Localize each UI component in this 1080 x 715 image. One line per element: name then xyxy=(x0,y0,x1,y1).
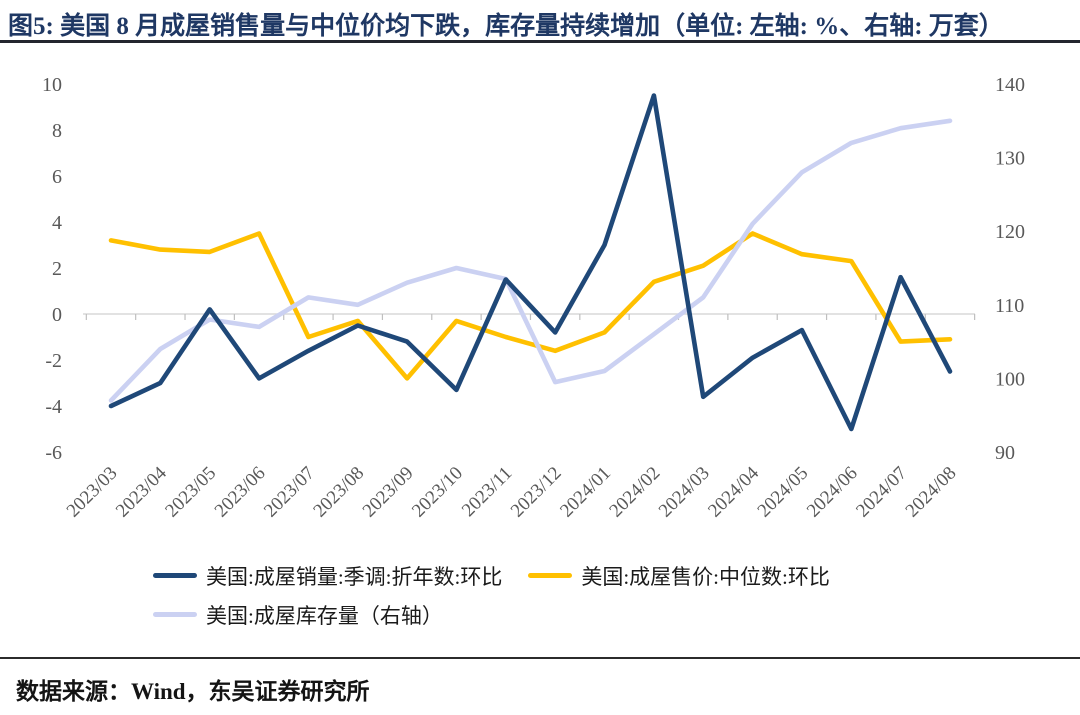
svg-text:100: 100 xyxy=(995,368,1025,390)
svg-text:2023/11: 2023/11 xyxy=(458,463,516,521)
svg-text:2024/03: 2024/03 xyxy=(655,463,714,522)
svg-text:2024/04: 2024/04 xyxy=(704,462,763,521)
x-axis: 2023/032023/042023/052023/062023/072023/… xyxy=(63,462,961,521)
svg-text:2024/08: 2024/08 xyxy=(902,463,961,522)
svg-text:90: 90 xyxy=(995,442,1015,464)
svg-text:0: 0 xyxy=(52,304,62,326)
svg-text:2024/06: 2024/06 xyxy=(803,463,862,522)
svg-text:2023/12: 2023/12 xyxy=(507,463,566,522)
svg-text:-2: -2 xyxy=(45,350,62,372)
svg-text:2023/07: 2023/07 xyxy=(260,463,319,522)
svg-text:2024/02: 2024/02 xyxy=(605,463,664,522)
price-line-swatch xyxy=(528,573,573,578)
legend-item-sales: 美国:成屋销量:季调:折年数:环比 xyxy=(153,561,502,591)
svg-text:-6: -6 xyxy=(45,442,62,464)
svg-text:2023/08: 2023/08 xyxy=(309,463,368,522)
svg-text:2023/10: 2023/10 xyxy=(408,463,467,522)
svg-text:130: 130 xyxy=(995,148,1025,170)
chart-legend: 美国:成屋销量:季调:折年数:环比 美国:成屋售价:中位数:环比 美国:成屋库存… xyxy=(153,556,830,634)
svg-text:2024/05: 2024/05 xyxy=(754,463,813,522)
svg-text:2024/01: 2024/01 xyxy=(556,463,615,522)
svg-text:2023/05: 2023/05 xyxy=(161,463,220,522)
y-axis-left: 10 8 6 4 2 0 -2 -4 -6 xyxy=(42,74,62,464)
inventory-line-swatch xyxy=(153,612,197,617)
svg-text:110: 110 xyxy=(995,295,1024,317)
source-divider xyxy=(0,657,1080,659)
svg-text:140: 140 xyxy=(995,74,1025,96)
svg-text:6: 6 xyxy=(52,166,62,188)
line-chart: 1086420-2-4-6140130120110100902023/03202… xyxy=(42,74,1025,522)
title-divider xyxy=(0,40,1080,43)
svg-text:2: 2 xyxy=(52,258,62,280)
svg-text:2024/07: 2024/07 xyxy=(852,463,911,522)
svg-text:10: 10 xyxy=(42,74,62,96)
legend-row-2: 美国:成屋库存量（右轴） xyxy=(153,595,830,634)
legend-item-inventory: 美国:成屋库存量（右轴） xyxy=(153,600,443,630)
figure-title: 图5: 美国 8 月成屋销售量与中位价均下跌，库存量持续增加（单位: 左轴: %… xyxy=(8,13,1004,40)
sales-line-swatch xyxy=(153,573,197,578)
svg-text:120: 120 xyxy=(995,221,1025,243)
legend-label-sales: 美国:成屋销量:季调:折年数:环比 xyxy=(206,564,503,589)
svg-text:-4: -4 xyxy=(45,396,62,418)
data-source: 数据来源：Wind，东吴证券研究所 xyxy=(16,679,370,704)
legend-item-price: 美国:成屋售价:中位数:环比 xyxy=(528,561,830,591)
series-line-sales-mom xyxy=(108,93,953,432)
series-line-inventory xyxy=(108,118,953,403)
svg-text:2023/06: 2023/06 xyxy=(211,463,270,522)
svg-text:2023/03: 2023/03 xyxy=(63,463,122,522)
svg-text:2023/09: 2023/09 xyxy=(359,463,418,522)
svg-text:8: 8 xyxy=(52,120,62,142)
legend-label-inventory: 美国:成屋库存量（右轴） xyxy=(206,603,443,628)
series-line-median-price-mom xyxy=(108,231,953,381)
legend-label-price: 美国:成屋售价:中位数:环比 xyxy=(581,564,830,589)
svg-text:2023/04: 2023/04 xyxy=(112,462,171,521)
svg-text:4: 4 xyxy=(52,212,62,234)
y-axis-right: 140 130 120 110 100 90 xyxy=(995,74,1025,464)
legend-row-1: 美国:成屋销量:季调:折年数:环比 美国:成屋售价:中位数:环比 xyxy=(153,556,830,595)
